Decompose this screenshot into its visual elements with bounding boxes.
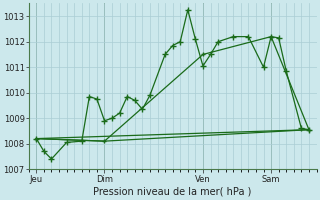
X-axis label: Pression niveau de la mer( hPa ): Pression niveau de la mer( hPa ) bbox=[93, 187, 252, 197]
